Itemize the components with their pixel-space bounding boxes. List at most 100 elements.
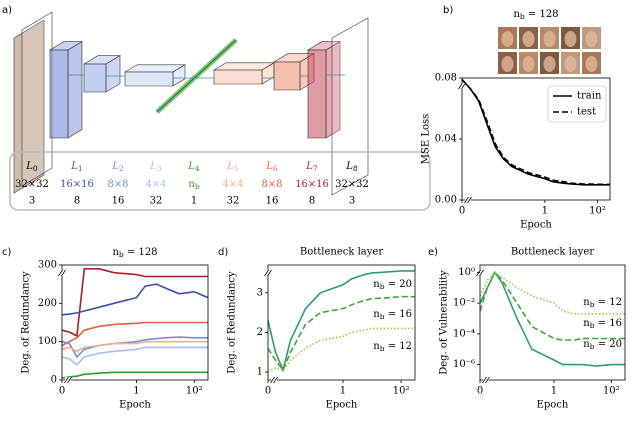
y-tick-label: 100 bbox=[38, 336, 57, 347]
layer-channels: 1 bbox=[191, 196, 197, 207]
layer-size-text: 32×32 bbox=[335, 179, 369, 190]
layer-symbol: L bbox=[305, 161, 313, 172]
panel-label: e) bbox=[428, 247, 438, 258]
series-line bbox=[61, 371, 208, 379]
axis-break bbox=[64, 376, 69, 384]
layer-name: L2 bbox=[111, 161, 124, 174]
panel-label: c) bbox=[2, 247, 11, 258]
chart-title: nb = 128 bbox=[112, 247, 157, 260]
table-frame bbox=[9, 151, 431, 211]
axis-break-gap bbox=[465, 197, 471, 203]
x-tick-label: 0 bbox=[459, 206, 465, 217]
series-line bbox=[61, 346, 208, 366]
layer-size-text: 16×16 bbox=[295, 179, 329, 190]
y-tick-label: 0.08 bbox=[435, 73, 457, 84]
series-label-part: n bbox=[373, 279, 380, 290]
face-skin bbox=[585, 31, 598, 47]
layer-channels: 8 bbox=[309, 196, 315, 207]
axis-break-gap bbox=[477, 270, 483, 276]
y-tick-label: 2 bbox=[257, 327, 263, 338]
axis-break bbox=[476, 269, 481, 277]
layer-box-front bbox=[49, 49, 69, 139]
series-label: nb = 12 bbox=[373, 341, 412, 354]
chart-title: Bottleneck layer bbox=[300, 247, 383, 258]
legend-label: test bbox=[577, 107, 596, 118]
series-label-part: n bbox=[583, 318, 590, 329]
layer-index: 8 bbox=[353, 164, 358, 173]
series-line bbox=[61, 321, 208, 347]
series-label-part: n bbox=[583, 339, 590, 350]
layer-symbol: L bbox=[345, 161, 353, 172]
axis-break bbox=[467, 196, 472, 204]
axis-break bbox=[479, 269, 484, 277]
chart-title-part: n bbox=[112, 247, 119, 258]
layer-size-text: 32×32 bbox=[15, 179, 49, 190]
axis-break-gap bbox=[65, 377, 71, 383]
layer-index: 4 bbox=[195, 164, 200, 173]
layer-symbol: L bbox=[149, 161, 157, 172]
layer-index: 7 bbox=[313, 164, 318, 173]
axis-break bbox=[482, 376, 487, 384]
axis-break bbox=[458, 82, 463, 90]
x-axis-label: Epoch bbox=[537, 400, 569, 411]
layer-box-front bbox=[307, 49, 327, 139]
layer-size: 8×8 bbox=[107, 179, 128, 190]
layer-channels: 32 bbox=[150, 196, 163, 207]
layer-size-text: 8×8 bbox=[107, 179, 128, 190]
layer-symbol: L bbox=[187, 161, 195, 172]
axis-break-gap bbox=[459, 83, 465, 89]
x-tick-label: 10² bbox=[603, 386, 620, 397]
x-axis-label: Epoch bbox=[119, 400, 151, 411]
layer-box-front bbox=[213, 69, 263, 85]
layer-size-text: 8×8 bbox=[261, 179, 282, 190]
series-line bbox=[479, 271, 625, 315]
x-tick-label: 10² bbox=[589, 206, 606, 217]
axis-break bbox=[267, 269, 272, 277]
axis-break-gap bbox=[59, 270, 65, 276]
series-label-part: = 16 bbox=[385, 309, 412, 320]
axis-break-gap bbox=[265, 270, 271, 276]
y-axis-label: Deg. of Redundancy bbox=[227, 271, 238, 374]
x-tick-label: 1 bbox=[340, 386, 346, 397]
layer-size: 4×4 bbox=[222, 179, 243, 190]
series-label-part: = 20 bbox=[385, 279, 412, 290]
axis-break-gap bbox=[271, 377, 277, 383]
x-tick-label: 10² bbox=[186, 386, 203, 397]
x-tick-label: 0 bbox=[265, 386, 271, 397]
axis-break bbox=[270, 376, 275, 384]
plot-frame bbox=[61, 264, 209, 381]
series-label-part: = 12 bbox=[595, 297, 622, 308]
series-label-part: n bbox=[373, 341, 380, 352]
layer-size-text: 4×4 bbox=[145, 179, 166, 190]
plot-frame bbox=[479, 264, 626, 381]
input-plane bbox=[21, 11, 53, 187]
layer-symbol: L bbox=[70, 161, 78, 172]
layer-size: nb bbox=[188, 179, 199, 192]
axis-break bbox=[67, 376, 72, 384]
y-tick-label: 0.04 bbox=[435, 134, 457, 145]
series-label-part: = 16 bbox=[595, 318, 622, 329]
layer-size-text: n bbox=[188, 179, 195, 190]
series-label: nb = 20 bbox=[373, 279, 412, 292]
layer-size: 32×32 bbox=[335, 179, 369, 190]
layer-size-sub: b bbox=[195, 182, 200, 191]
series-label: nb = 16 bbox=[583, 318, 622, 331]
layer-index: 3 bbox=[157, 164, 162, 173]
x-tick-label: 1 bbox=[551, 386, 557, 397]
face-skin bbox=[522, 31, 535, 47]
layer-index: 2 bbox=[119, 164, 124, 173]
x-tick-label: 0 bbox=[59, 386, 65, 397]
panel-label: b) bbox=[443, 5, 453, 16]
chart-title-part: b bbox=[119, 250, 124, 259]
x-tick-label: 1 bbox=[133, 386, 139, 397]
layer-name: L4 bbox=[187, 161, 200, 174]
y-tick-label: 200 bbox=[38, 298, 57, 309]
layer-channels: 3 bbox=[349, 196, 355, 207]
layer-index: 5 bbox=[234, 164, 239, 173]
layer-symbol: L bbox=[265, 161, 273, 172]
legend-box bbox=[547, 85, 607, 123]
axis-break bbox=[485, 376, 490, 384]
axis-break bbox=[61, 269, 66, 277]
output-plane bbox=[331, 17, 369, 196]
axis-break-gap bbox=[483, 377, 489, 383]
